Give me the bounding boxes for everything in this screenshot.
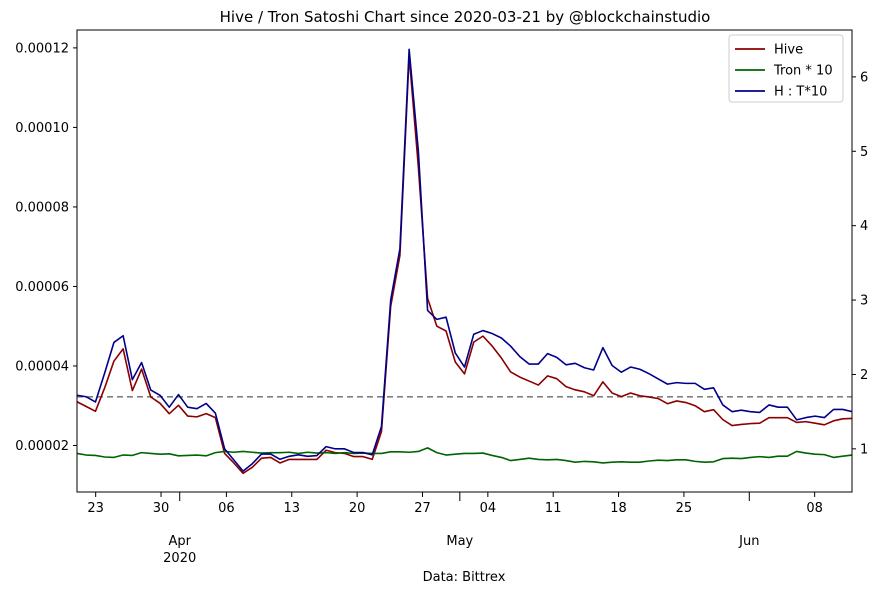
y-axis-left: 0.00002 0.00004 0.00006 0.00008 0.00010 0.000… <box>15 41 77 454</box>
series-line-h-t-10 <box>76 48 853 472</box>
y-right-tick-label: 6 <box>860 70 868 85</box>
x-tick-label: 13 <box>283 501 300 516</box>
chart-title: Hive / Tron Satoshi Chart since 2020-03-… <box>220 8 711 26</box>
x-month-label: Jun <box>738 534 759 549</box>
legend-label: Hive <box>774 43 803 58</box>
y-left-tick-label: 0.00004 <box>15 359 69 374</box>
series-line-tron-10 <box>76 447 853 464</box>
legend-label: Tron * 10 <box>773 64 833 79</box>
x-axis-label: Data: Bittrex <box>423 570 506 585</box>
x-axis: 23 30 06 13 20 27 04 11 18 25 08 Apr 2020 May Jun <box>87 492 823 566</box>
y-left-tick-label: 0.00008 <box>15 200 69 215</box>
x-tick-label: 23 <box>87 501 104 516</box>
x-tick-label: 30 <box>153 501 170 516</box>
x-month-label: Apr <box>168 534 191 549</box>
y-right-tick-label: 3 <box>860 294 868 309</box>
y-left-tick-label: 0.00010 <box>15 121 69 136</box>
plot-lines <box>76 48 853 475</box>
y-right-tick-label: 1 <box>860 442 868 457</box>
y-axis-right: 1 2 3 4 5 6 <box>852 70 868 457</box>
x-tick-label: 04 <box>480 501 497 516</box>
series-line-hive <box>76 55 853 475</box>
legend-label: H : T*10 <box>774 85 827 100</box>
y-left-tick-label: 0.00012 <box>15 41 69 56</box>
x-tick-label: 25 <box>676 501 693 516</box>
x-tick-label: 18 <box>610 501 627 516</box>
x-month-label: May <box>446 534 473 549</box>
y-right-tick-label: 4 <box>860 219 868 234</box>
legend-box <box>728 34 844 103</box>
x-year-label: 2020 <box>163 551 196 566</box>
y-left-tick-label: 0.00002 <box>15 439 69 454</box>
plot-frame <box>76 29 853 493</box>
x-tick-label: 20 <box>349 501 366 516</box>
x-tick-label: 06 <box>218 501 235 516</box>
legend: Hive Tron * 10 H : T*10 <box>728 34 844 103</box>
x-tick-label: 27 <box>414 501 431 516</box>
y-right-tick-label: 5 <box>860 145 868 160</box>
x-tick-label: 08 <box>806 501 823 516</box>
y-right-tick-label: 2 <box>860 368 868 383</box>
x-tick-label: 11 <box>545 501 562 516</box>
y-left-tick-label: 0.00006 <box>15 280 69 295</box>
